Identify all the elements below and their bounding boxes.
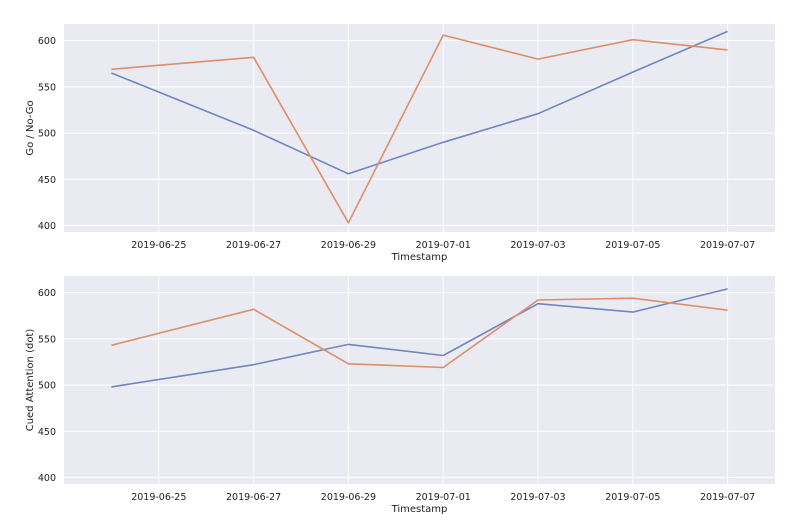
y-tick-label: 550 (38, 334, 56, 345)
x-tick-label: 2019-06-29 (321, 240, 376, 251)
y-tick-label: 400 (38, 473, 56, 484)
y-axis-label: Cued Attention (dot) (25, 329, 36, 432)
y-tick-label: 400 (38, 221, 56, 232)
y-tick-label: 550 (38, 82, 56, 93)
x-tick-label: 2019-07-07 (700, 240, 755, 251)
chart-go-no-go: 400 450 500 550 600 2019-06-25 2019-06-27 2019-… (25, 24, 775, 263)
chart-cued-attention: 400 450 500 550 600 2019-06-25 2019-06-27 2019-… (25, 276, 775, 515)
x-axis-label: Timestamp (391, 504, 448, 515)
x-tick-label: 2019-06-29 (321, 492, 376, 503)
y-axis-label: Go / No-Go (25, 100, 36, 155)
x-tick-label: 2019-07-03 (510, 240, 565, 251)
y-tick-label: 500 (38, 381, 56, 392)
x-tick-label: 2019-06-27 (226, 492, 281, 503)
series-line-blue (111, 30, 728, 175)
x-tick-label: 2019-07-05 (605, 492, 660, 503)
x-tick-label: 2019-07-05 (605, 240, 660, 251)
plot-background (64, 276, 775, 484)
x-tick-label: 2019-07-01 (416, 240, 471, 251)
y-tick-label: 600 (38, 36, 56, 47)
y-tick-label: 500 (38, 129, 56, 140)
x-tick-label: 2019-07-01 (416, 492, 471, 503)
x-axis-label: Timestamp (391, 252, 448, 263)
plot-background (64, 24, 775, 232)
y-tick-label: 450 (38, 427, 56, 438)
y-tick-label: 600 (38, 288, 56, 299)
series-line-orange (111, 297, 728, 369)
x-tick-label: 2019-07-07 (700, 492, 755, 503)
x-tick-label: 2019-06-25 (131, 240, 186, 251)
x-tick-label: 2019-06-25 (131, 492, 186, 503)
x-tick-label: 2019-06-27 (226, 240, 281, 251)
y-tick-label: 450 (38, 175, 56, 186)
x-tick-label: 2019-07-03 (510, 492, 565, 503)
series-line-blue (111, 288, 728, 388)
series-line-orange (111, 34, 728, 224)
